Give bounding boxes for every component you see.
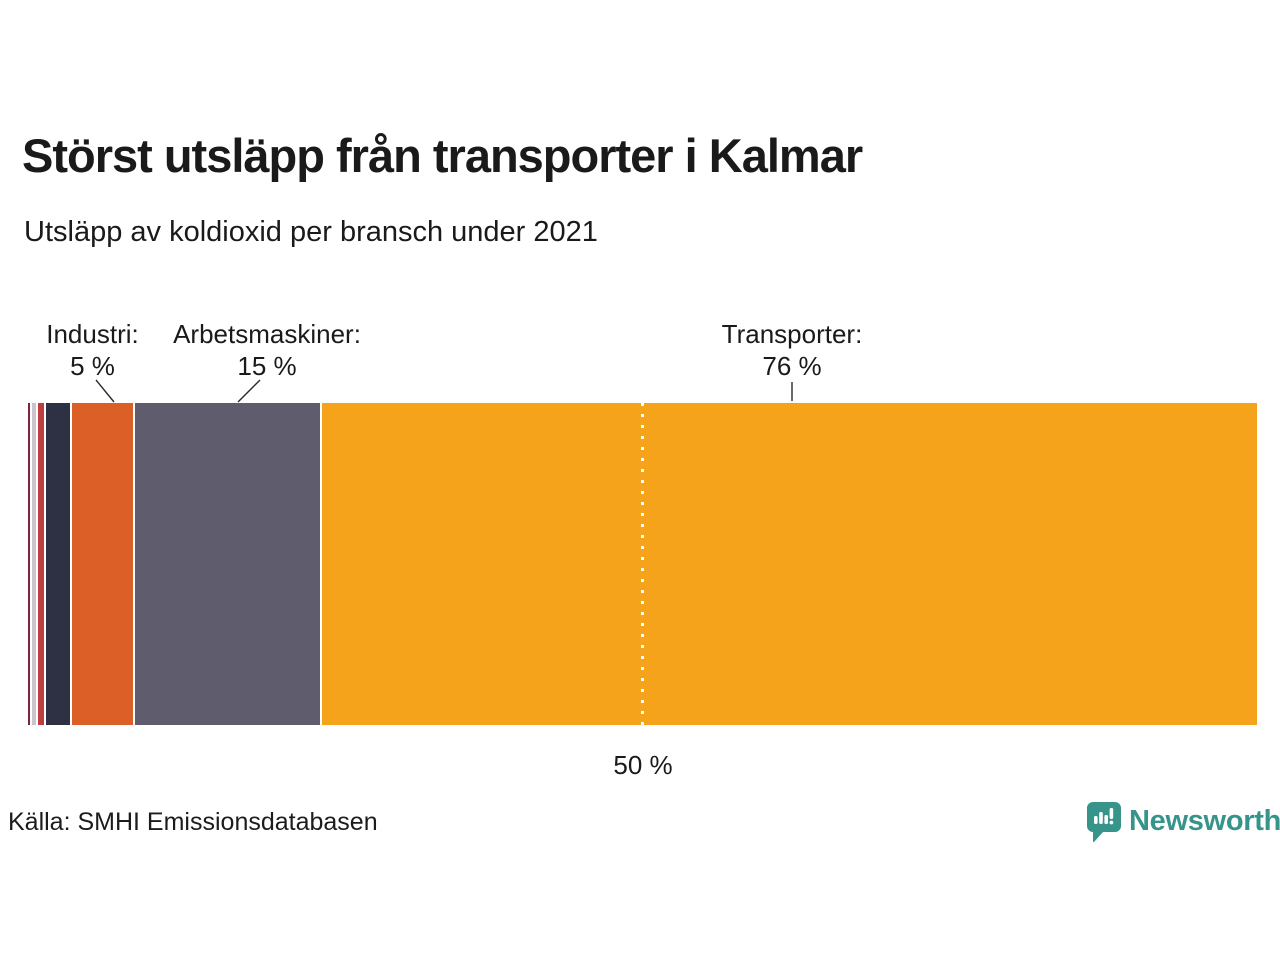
annotation-leader-lines [95,379,793,403]
bar-segment [28,403,31,725]
chart-subtitle: Utsläpp av koldioxid per bransch under 2… [24,216,598,248]
annotation-transporter: Transporter: 76 % [690,318,894,382]
newsworthy-logo[interactable]: Newsworthy [1086,801,1280,848]
bar-segment-industri [71,403,134,725]
fifty-percent-line [641,403,644,725]
annotation-industri: Industri: 5 % [10,318,175,382]
annotation-arbetsmaskiner-label: Arbetsmaskiner: [173,319,361,349]
chart-title: Störst utsläpp från transporter i Kalmar [22,129,863,182]
source-credit: Källa: SMHI Emissionsdatabasen [8,808,378,836]
bar-segment-arbetsmaskiner [135,403,320,725]
annotation-transporter-value: 76 % [762,351,822,381]
stacked-bar [28,403,1257,725]
bar-segment [38,403,45,725]
bar-segment-transporter [321,403,1257,725]
annotation-industri-label: Industri: [46,319,139,349]
axis-marker-label: 50 % [613,750,673,780]
newsworthy-wordmark: Newsworthy [1129,805,1280,837]
bar-segment [46,403,70,725]
annotation-transporter-label: Transporter: [721,319,863,349]
bar-segment [32,403,37,725]
newsworthy-icon [1086,801,1122,848]
annotation-arbetsmaskiner: Arbetsmaskiner: 15 % [157,318,377,382]
annotation-industri-value: 5 % [70,351,115,381]
annotation-arbetsmaskiner-value: 15 % [237,351,297,381]
